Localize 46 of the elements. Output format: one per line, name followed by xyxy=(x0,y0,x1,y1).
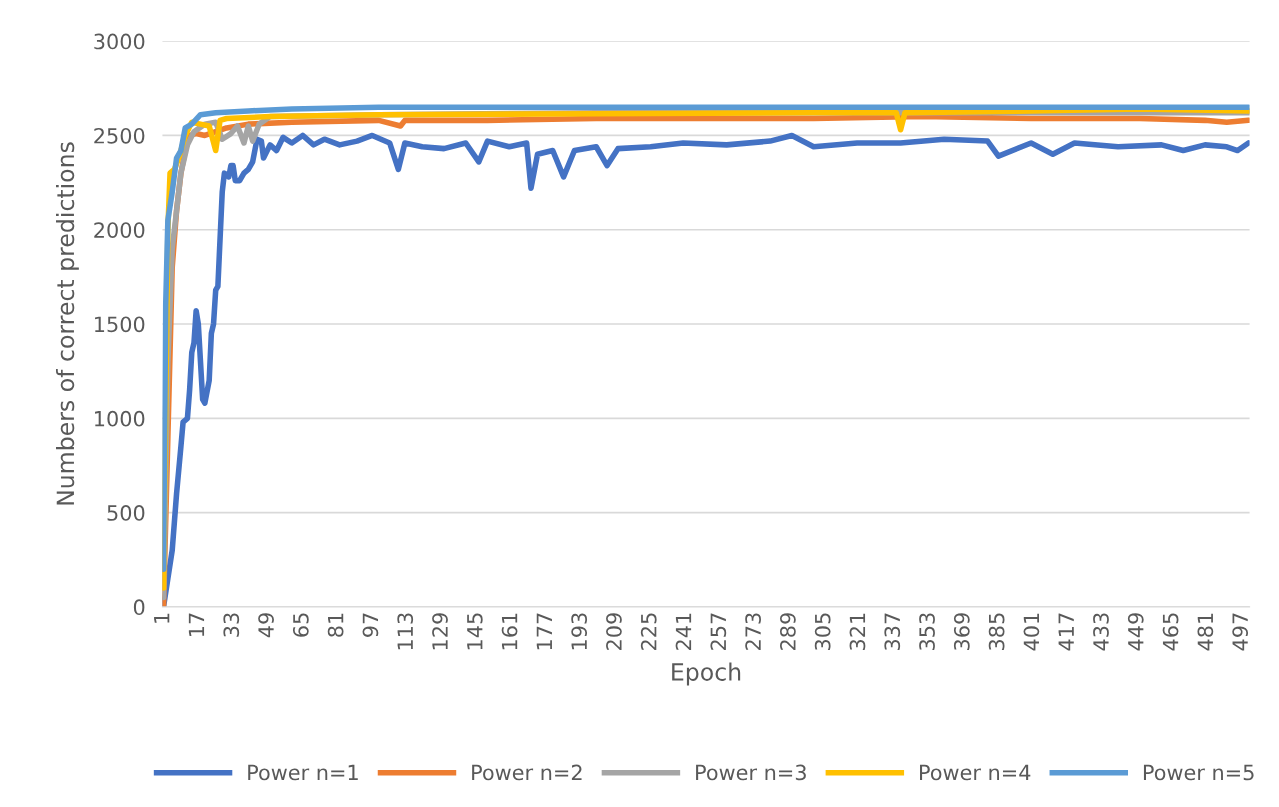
x-tick-label: 337 xyxy=(884,613,901,650)
x-tick-label: 401 xyxy=(1023,613,1040,651)
x-tick-label: 497 xyxy=(1232,613,1249,651)
x-tick-label: 33 xyxy=(223,613,240,637)
x-tick-label: 145 xyxy=(467,613,483,650)
x-tick-label: 385 xyxy=(988,613,1005,650)
y-tick-label: 2000 xyxy=(94,222,145,238)
legend-label: Power n=3 xyxy=(696,764,806,781)
legend-label: Power n=2 xyxy=(472,764,582,781)
x-tick-label: 321 xyxy=(849,613,866,650)
y-tick-label: 2500 xyxy=(94,127,145,144)
x-tick-label: 193 xyxy=(571,613,588,650)
x-tick-label: 481 xyxy=(1197,613,1214,651)
y-tick-label: 3000 xyxy=(94,33,145,50)
x-tick-label: 161 xyxy=(501,613,518,650)
y-tick-label: 1500 xyxy=(95,316,145,333)
x-tick-label: 97 xyxy=(362,613,379,637)
x-tick-label: 1 xyxy=(154,613,170,623)
x-tick-label: 113 xyxy=(397,613,414,650)
x-tick-label: 257 xyxy=(710,613,727,650)
x-tick-label: 305 xyxy=(814,613,831,650)
x-tick-label: 353 xyxy=(919,613,935,650)
x-tick-label: 129 xyxy=(432,613,448,650)
y-tick-label: 0 xyxy=(133,599,145,616)
x-tick-label: 49 xyxy=(258,613,274,638)
x-tick-label: 289 xyxy=(780,613,796,650)
x-tick-label: 273 xyxy=(745,613,761,650)
x-tick-label: 465 xyxy=(1162,613,1179,651)
x-tick-label: 449 xyxy=(1127,613,1144,651)
x-tick-label: 369 xyxy=(953,613,970,650)
x-tick-label: 433 xyxy=(1093,613,1109,651)
x-tick-label: 17 xyxy=(188,613,205,636)
x-tick-label: 209 xyxy=(606,613,622,650)
x-tick-label: 177 xyxy=(536,613,552,650)
y-tick-label: 500 xyxy=(107,505,145,521)
legend-label: Power n=1 xyxy=(248,764,358,781)
x-axis-title: Epoch xyxy=(672,662,741,686)
x-tick-label: 81 xyxy=(327,613,344,637)
x-tick-label: 417 xyxy=(1058,613,1074,651)
x-tick-label: 241 xyxy=(675,613,692,650)
y-axis-title: Numbers of correct predictions xyxy=(56,142,79,505)
y-tick-label: 1000 xyxy=(95,410,145,427)
x-tick-label: 65 xyxy=(292,613,309,637)
legend-label: Power n=4 xyxy=(920,764,1031,781)
legend-label: Power n=5 xyxy=(1143,764,1254,781)
x-tick-label: 225 xyxy=(640,613,657,650)
